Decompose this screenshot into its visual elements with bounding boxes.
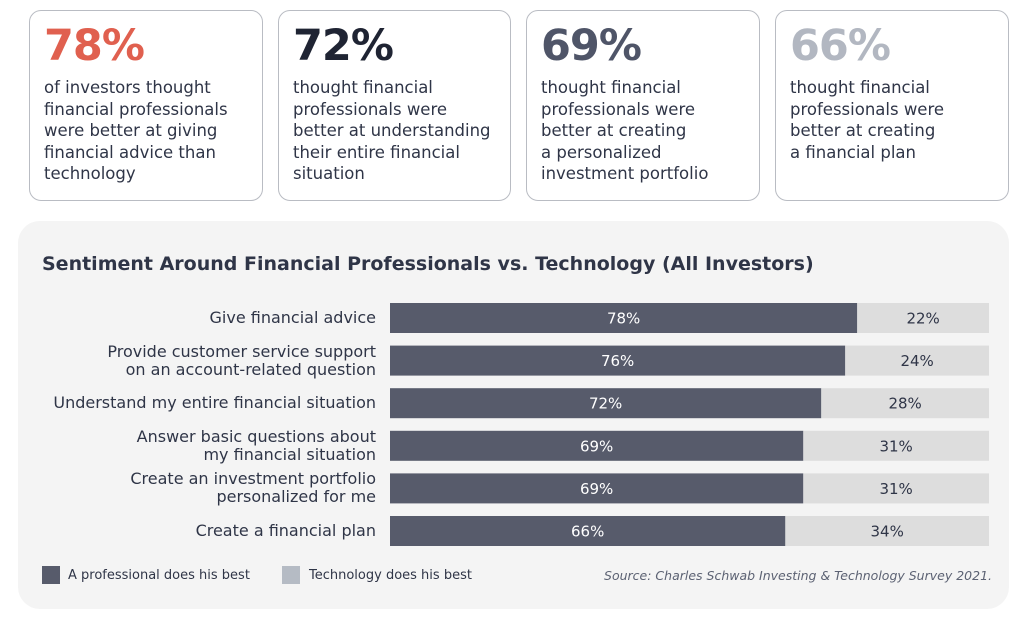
stat-value: 78% [44,21,145,71]
bar-professional-0 [390,303,858,333]
data-label-professional-3: 69% [580,437,613,455]
stat-value: 66% [790,21,891,71]
bar-technology-1 [845,345,989,376]
data-label-professional-5: 66% [571,523,604,541]
stat-card-advice: 78% of investors thought financial profe… [29,10,263,201]
stat-card-plan: 66% thought financial professionals were… [775,10,1009,201]
stat-card-portfolio: 69% thought financial professionals were… [526,10,760,201]
legend-swatch-technology [282,566,300,584]
stat-description: of investors thought financial professio… [44,78,228,183]
data-label-professional-4: 69% [580,480,613,498]
data-label-technology-3: 31% [879,437,912,455]
bar-professional-2 [390,388,822,419]
data-label-technology-5: 34% [870,523,903,541]
data-label-technology-4: 31% [879,480,912,498]
data-label-professional-1: 76% [601,352,634,370]
legend-label-technology: Technology does his best [309,568,472,583]
data-label-technology-0: 22% [906,310,939,328]
bar-professional-1 [390,345,846,376]
data-label-technology-1: 24% [900,352,933,370]
category-label-answer-basic-questions-about-my-financial-situation: Answer basic questions about my financia… [136,426,376,464]
bar-technology-4 [803,473,989,504]
legend-label-professional: A professional does his best [68,568,250,583]
source-note: Source: Charles Schwab Investing & Techn… [604,568,992,583]
stat-value: 69% [541,21,642,71]
legend-swatch-professional [42,566,60,584]
data-label-technology-2: 28% [888,395,921,413]
chart-title: Sentiment Around Financial Professionals… [42,253,814,275]
bar-professional-3 [390,430,804,461]
bar-technology-2 [821,388,989,419]
bar-professional-4 [390,473,804,504]
category-label-understand-my-entire-financial-situation: Understand my entire financial situation [53,393,376,413]
category-label-create-an-investment-portfolio-personalized-for-me: Create an investment portfolio personali… [130,469,376,507]
stat-description: thought financial professionals were bet… [541,78,709,183]
category-label-provide-customer-service-support-on-an-account-related-question: Provide customer service support on an a… [107,341,376,379]
stat-description: thought financial professionals were bet… [790,78,945,162]
bar-technology-5 [785,516,989,546]
bar-professional-5 [390,516,786,546]
data-label-professional-2: 72% [589,395,622,413]
stat-value: 72% [293,21,394,71]
stat-description: thought financial professionals were bet… [293,78,491,183]
category-label-give-financial-advice: Give financial advice [209,308,377,327]
category-label-create-a-financial-plan: Create a financial plan [195,521,376,540]
stat-card-situation: 72% thought financial professionals were… [278,10,511,201]
data-label-professional-0: 78% [607,310,640,328]
bar-technology-0 [857,303,989,333]
bar-technology-3 [803,430,989,461]
